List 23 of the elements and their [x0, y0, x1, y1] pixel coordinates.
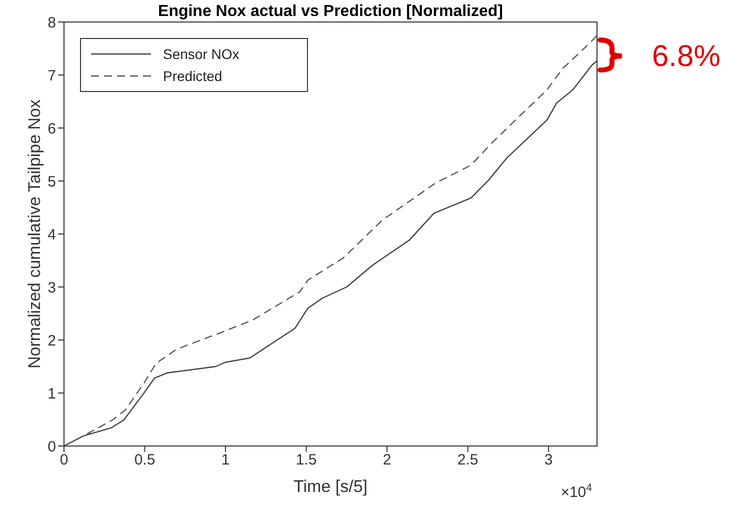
x-tick-label: 2 — [382, 452, 392, 469]
y-tick-label: 6 — [48, 120, 56, 138]
x-tick-label: 2.5 — [457, 452, 478, 469]
x-tick-label: 1.5 — [296, 452, 317, 469]
y-tick-label: 7 — [48, 67, 56, 84]
y-tick-label: 5 — [48, 173, 56, 190]
y-tick-label: 3 — [48, 279, 56, 296]
y-tick-label: 1 — [48, 385, 56, 402]
y-axis-title: Normalized cumulative Tailpipe Nox — [25, 99, 44, 368]
y-tick-label: 0 — [48, 438, 56, 456]
y-tick-label: 4 — [48, 226, 56, 244]
x-tick-label: 3 — [544, 452, 553, 469]
y-tick-label: 8 — [48, 14, 56, 32]
y-tick-label: 2 — [48, 332, 56, 350]
text: 6.8% — [652, 40, 720, 73]
text: ×10$^{4}$ — [560, 482, 592, 501]
chart-title: Engine Nox actual vs Prediction [Normalized] — [158, 3, 503, 20]
x-tick-label: 0 — [60, 452, 68, 469]
legend-label: Sensor NOx — [163, 46, 240, 62]
x-axis-title: Time [s/5] — [294, 477, 368, 496]
x-tick-label: 1 — [221, 452, 230, 469]
legend-label: Predicted — [163, 68, 222, 84]
x-tick-label: 0.5 — [134, 452, 156, 469]
